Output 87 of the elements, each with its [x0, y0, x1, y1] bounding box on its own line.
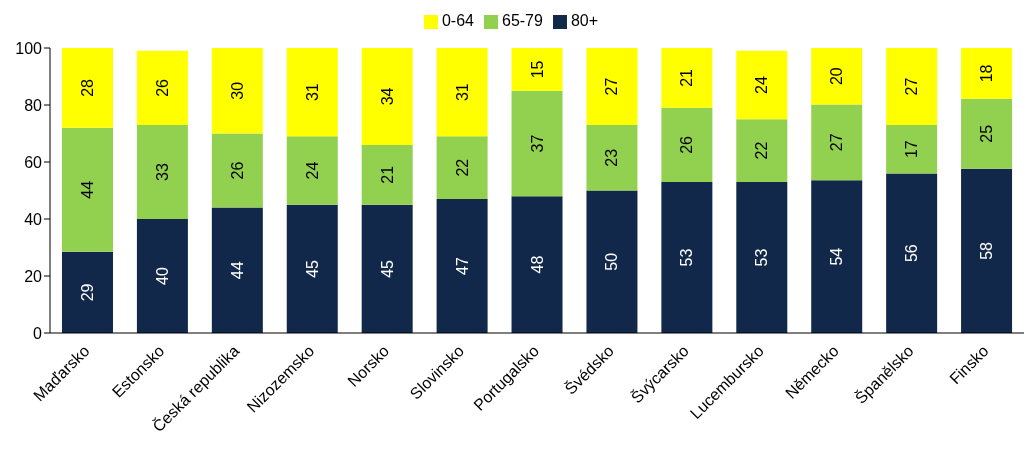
bar: [586, 190, 638, 333]
data-label: 27: [828, 133, 846, 152]
data-label: 33: [153, 162, 171, 181]
bar: [961, 98, 1013, 169]
bar: [886, 48, 938, 125]
bar: [961, 168, 1013, 333]
y-tick-label: 0: [33, 324, 43, 342]
bar: [736, 119, 788, 182]
data-label: 28: [78, 78, 96, 97]
data-label: 53: [753, 248, 771, 267]
data-label: 31: [453, 83, 471, 102]
data-label: 24: [753, 76, 771, 94]
bar: [361, 48, 413, 145]
data-label: 54: [828, 247, 846, 266]
data-label: 40: [153, 267, 171, 285]
data-label: 18: [978, 64, 996, 83]
bar: [436, 199, 488, 333]
data-label: 26: [678, 135, 696, 154]
bar: [961, 48, 1013, 99]
bar: [661, 181, 713, 333]
bar: [511, 90, 563, 197]
y-tick-label: 20: [24, 267, 43, 285]
bar: [361, 204, 413, 333]
data-label: 27: [603, 77, 621, 96]
legend-label: 0-64: [441, 12, 474, 29]
bar: [61, 48, 113, 128]
data-label: 45: [378, 259, 396, 278]
bar: [436, 48, 488, 137]
data-label: 21: [678, 68, 696, 87]
data-label: 17: [903, 140, 921, 159]
bar: [736, 181, 788, 333]
data-label: 21: [378, 165, 396, 184]
bar: [136, 50, 188, 125]
data-label: 44: [78, 180, 96, 199]
data-label: 26: [228, 161, 246, 180]
data-label: 47: [453, 257, 471, 275]
data-label: 24: [303, 161, 321, 180]
data-label: 34: [378, 87, 396, 106]
bar: [811, 48, 863, 105]
data-label: 27: [903, 77, 921, 96]
bar: [286, 48, 338, 137]
data-label: 37: [528, 134, 546, 153]
data-label: 50: [603, 252, 621, 271]
bar: [286, 204, 338, 333]
bar: [811, 104, 863, 181]
bar: [886, 124, 938, 174]
data-label: 25: [978, 124, 996, 143]
data-label: 30: [228, 81, 246, 100]
bar: [211, 133, 263, 208]
bar: [811, 180, 863, 333]
bar: [661, 48, 713, 108]
bar: [511, 196, 563, 333]
bar: [61, 127, 113, 252]
bar: [136, 219, 188, 333]
data-label: 56: [903, 244, 921, 263]
legend-label: 80+: [570, 12, 599, 29]
bar: [886, 173, 938, 333]
data-label: 45: [303, 259, 321, 278]
bar: [361, 144, 413, 205]
bar: [736, 50, 788, 120]
bar: [211, 207, 263, 333]
bar: [586, 124, 638, 191]
data-label: 31: [303, 83, 321, 102]
data-label: 23: [603, 148, 621, 167]
data-label: 22: [453, 158, 471, 177]
bar: [286, 136, 338, 205]
legend-label: 65-79: [501, 12, 543, 29]
y-tick-label: 100: [15, 39, 43, 57]
bar: [136, 124, 188, 219]
data-label: 22: [753, 141, 771, 160]
data-label: 26: [153, 78, 171, 97]
data-label: 44: [228, 261, 246, 280]
bar: [436, 136, 488, 200]
data-label: 53: [678, 248, 696, 267]
bar: [661, 107, 713, 182]
y-tick-label: 40: [24, 210, 43, 228]
y-tick-label: 80: [24, 96, 43, 114]
data-label: 15: [528, 60, 546, 79]
y-tick-label: 60: [24, 153, 43, 171]
data-label: 20: [828, 67, 846, 86]
data-label: 48: [528, 255, 546, 274]
data-label: 58: [978, 241, 996, 260]
bar: [211, 48, 263, 134]
bar: [61, 251, 113, 333]
bar: [511, 48, 563, 91]
data-label: 29: [78, 283, 96, 302]
bar: [586, 48, 638, 125]
